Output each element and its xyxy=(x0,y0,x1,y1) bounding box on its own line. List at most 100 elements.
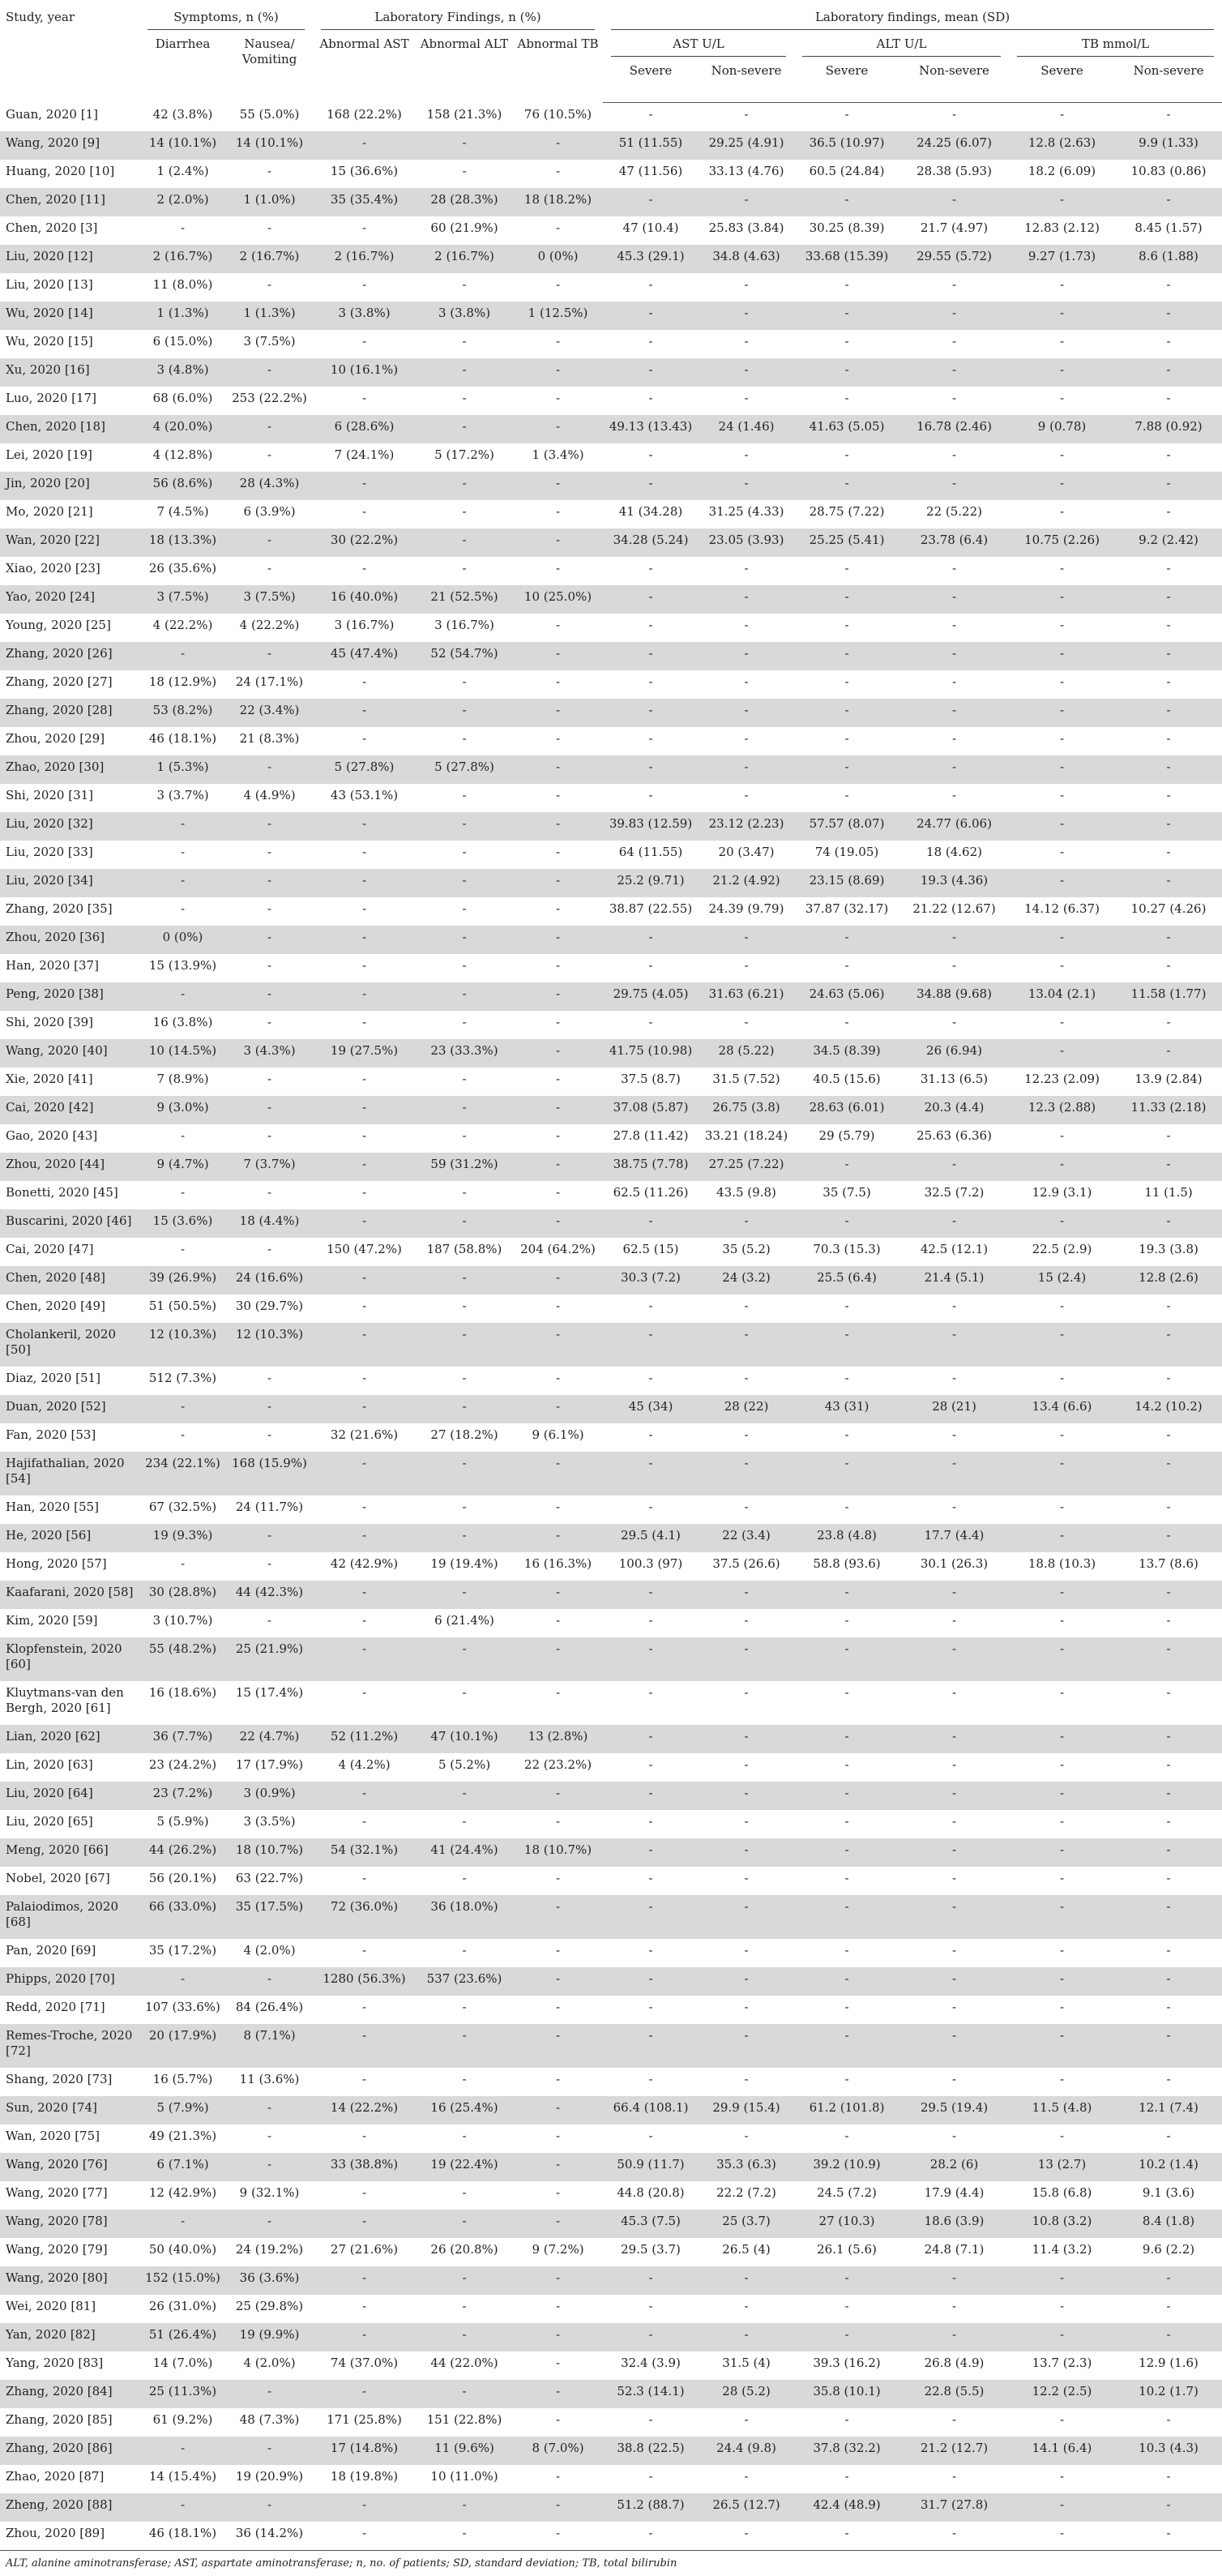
table-row: Redd, 2020 [71]107 (33.6%)84 (26.4%)----… xyxy=(0,1996,1222,2024)
abnormal-ast-cell: - xyxy=(313,1867,416,1895)
ast-non-severe-cell: - xyxy=(699,1681,794,1725)
nausea-vomiting-cell: 55 (5.0%) xyxy=(226,103,313,132)
tb-non-severe-cell: - xyxy=(1115,926,1222,954)
alt-severe-cell: - xyxy=(794,1810,899,1838)
nausea-vomiting-cell: - xyxy=(226,869,313,897)
nausea-vomiting-cell: - xyxy=(226,1367,313,1395)
table-row: Chen, 2020 [18]4 (20.0%)-6 (28.6%)--49.1… xyxy=(0,415,1222,443)
tb-non-severe-cell: - xyxy=(1115,273,1222,302)
tb-non-severe-cell: 9.9 (1.33) xyxy=(1115,131,1222,160)
alt-non-severe-cell: - xyxy=(899,1637,1009,1681)
abnormal-tb-cell: - xyxy=(513,2096,603,2125)
tb-non-severe-cell: - xyxy=(1115,1867,1222,1895)
header-alt-unit: ALT U/L xyxy=(794,33,1009,60)
ast-non-severe-cell: - xyxy=(699,2465,794,2493)
alt-severe-cell: - xyxy=(794,1011,899,1039)
abnormal-ast-cell: - xyxy=(313,1124,416,1153)
ast-severe-cell: - xyxy=(603,1496,699,1524)
table-row: Liu, 2020 [34]-----25.2 (9.71)21.2 (4.92… xyxy=(0,869,1222,897)
alt-severe-cell: 25.25 (5.41) xyxy=(794,528,899,557)
header-abnormal-alt: Abnormal ALT xyxy=(416,33,513,103)
tb-non-severe-cell: - xyxy=(1115,2465,1222,2493)
table-row: Fan, 2020 [53]--32 (21.6%)27 (18.2%)9 (6… xyxy=(0,1423,1222,1452)
alt-non-severe-cell: - xyxy=(899,1452,1009,1496)
ast-non-severe-cell: - xyxy=(699,614,794,642)
ast-non-severe-cell: - xyxy=(699,2323,794,2351)
abnormal-alt-cell: - xyxy=(416,2266,513,2295)
abnormal-ast-cell: - xyxy=(313,330,416,358)
tb-non-severe-cell: - xyxy=(1115,812,1222,841)
nausea-vomiting-cell: 30 (29.7%) xyxy=(226,1294,313,1323)
table-row: Shi, 2020 [31]3 (3.7%)4 (4.9%)43 (53.1%)… xyxy=(0,784,1222,812)
abnormal-ast-cell: 45 (47.4%) xyxy=(313,642,416,670)
alt-non-severe-cell: - xyxy=(899,1753,1009,1782)
abnormal-ast-cell: 3 (3.8%) xyxy=(313,302,416,330)
tb-non-severe-cell: 11.58 (1.77) xyxy=(1115,982,1222,1011)
tb-severe-cell: - xyxy=(1009,330,1115,358)
ast-severe-cell: 29.75 (4.05) xyxy=(603,982,699,1011)
ast-non-severe-cell: - xyxy=(699,670,794,699)
diarrhea-cell: - xyxy=(139,1238,226,1266)
tb-severe-cell: 15 (2.4) xyxy=(1009,1266,1115,1294)
ast-severe-cell: - xyxy=(603,755,699,784)
study-year-cell: Zhang, 2020 [26] xyxy=(0,642,139,670)
alt-severe-cell: 35 (7.5) xyxy=(794,1181,899,1209)
tb-non-severe-cell: - xyxy=(1115,755,1222,784)
diarrhea-cell: 16 (18.6%) xyxy=(139,1681,226,1725)
tb-non-severe-cell: - xyxy=(1115,1153,1222,1181)
alt-non-severe-cell: 19.3 (4.36) xyxy=(899,869,1009,897)
abnormal-ast-cell: - xyxy=(313,2380,416,2408)
alt-severe-cell: - xyxy=(794,1782,899,1810)
abnormal-alt-cell: - xyxy=(416,1294,513,1323)
study-year-cell: Wei, 2020 [81] xyxy=(0,2295,139,2323)
alt-severe-cell: 24.5 (7.2) xyxy=(794,2181,899,2210)
study-year-cell: Zheng, 2020 [88] xyxy=(0,2493,139,2522)
tb-non-severe-cell: 10.27 (4.26) xyxy=(1115,897,1222,926)
abnormal-alt-cell: - xyxy=(416,2522,513,2551)
alt-severe-cell: 35.8 (10.1) xyxy=(794,2380,899,2408)
alt-non-severe-cell: 17.7 (4.4) xyxy=(899,1524,1009,1552)
abnormal-ast-cell: - xyxy=(313,1153,416,1181)
table-row: Zhang, 2020 [26]--45 (47.4%)52 (54.7%)--… xyxy=(0,642,1222,670)
ast-severe-cell: - xyxy=(603,1423,699,1452)
alt-non-severe-cell: - xyxy=(899,642,1009,670)
table-row: Wang, 2020 [77]12 (42.9%)9 (32.1%)---44.… xyxy=(0,2181,1222,2210)
abnormal-ast-cell: - xyxy=(313,1810,416,1838)
study-year-cell: Lin, 2020 [63] xyxy=(0,1753,139,1782)
alt-severe-cell: 57.57 (8.07) xyxy=(794,812,899,841)
abnormal-ast-cell: 1280 (56.3%) xyxy=(313,1967,416,1996)
tb-non-severe-cell: - xyxy=(1115,585,1222,614)
tb-unit-label: TB mmol/L xyxy=(1017,36,1214,57)
diarrhea-cell: 2 (2.0%) xyxy=(139,188,226,216)
alt-severe-cell: - xyxy=(794,188,899,216)
tb-non-severe-cell: - xyxy=(1115,1581,1222,1609)
diarrhea-cell: 11 (8.0%) xyxy=(139,273,226,302)
abnormal-alt-cell: - xyxy=(416,131,513,160)
tb-severe-cell: - xyxy=(1009,642,1115,670)
ast-severe-cell: - xyxy=(603,2125,699,2153)
ast-severe-cell: 50.9 (11.7) xyxy=(603,2153,699,2181)
tb-severe-cell: - xyxy=(1009,614,1115,642)
alt-non-severe-cell: 31.7 (27.8) xyxy=(899,2493,1009,2522)
alt-severe-cell: - xyxy=(794,1838,899,1867)
study-year-cell: Zhang, 2020 [28] xyxy=(0,699,139,727)
study-year-cell: He, 2020 [56] xyxy=(0,1524,139,1552)
tb-non-severe-cell: - xyxy=(1115,954,1222,982)
abnormal-alt-cell: 26 (20.8%) xyxy=(416,2238,513,2266)
nausea-vomiting-cell: 24 (19.2%) xyxy=(226,2238,313,2266)
ast-severe-cell: - xyxy=(603,1581,699,1609)
ast-non-severe-cell: - xyxy=(699,954,794,982)
ast-severe-cell: 34.28 (5.24) xyxy=(603,528,699,557)
abnormal-ast-cell: - xyxy=(313,1581,416,1609)
ast-non-severe-cell: - xyxy=(699,727,794,755)
abnormal-tb-cell: - xyxy=(513,926,603,954)
table-row: Chen, 2020 [48]39 (26.9%)24 (16.6%)---30… xyxy=(0,1266,1222,1294)
ast-non-severe-cell: - xyxy=(699,926,794,954)
abnormal-alt-cell: 16 (25.4%) xyxy=(416,2096,513,2125)
ast-non-severe-cell: - xyxy=(699,1838,794,1867)
alt-non-severe-cell: - xyxy=(899,1867,1009,1895)
study-year-cell: Xu, 2020 [16] xyxy=(0,358,139,387)
abnormal-ast-cell: - xyxy=(313,472,416,500)
study-year-cell: Palaiodimos, 2020 [68] xyxy=(0,1895,139,1939)
study-year-cell: Zhou, 2020 [36] xyxy=(0,926,139,954)
